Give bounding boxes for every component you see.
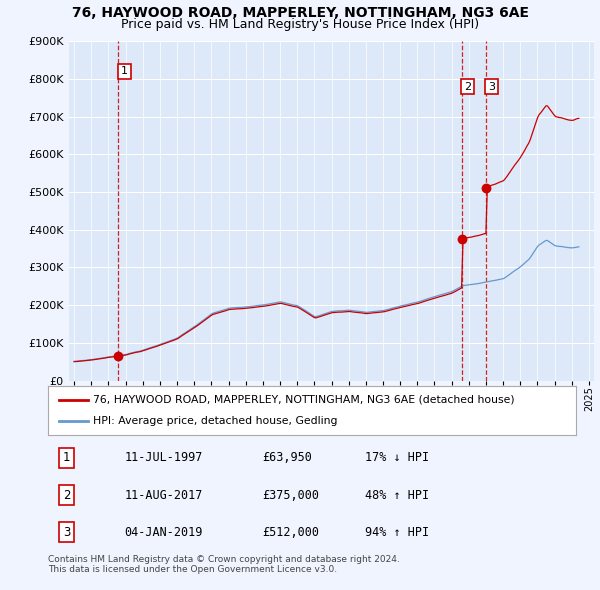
- Text: This data is licensed under the Open Government Licence v3.0.: This data is licensed under the Open Gov…: [48, 565, 337, 574]
- Point: [481, 183, 491, 192]
- Text: 1: 1: [121, 67, 128, 77]
- Text: 48% ↑ HPI: 48% ↑ HPI: [365, 489, 429, 502]
- Text: 11-AUG-2017: 11-AUG-2017: [125, 489, 203, 502]
- Text: 2: 2: [63, 489, 70, 502]
- Text: 11-JUL-1997: 11-JUL-1997: [125, 451, 203, 464]
- Text: HPI: Average price, detached house, Gedling: HPI: Average price, detached house, Gedl…: [93, 417, 337, 427]
- Text: 17% ↓ HPI: 17% ↓ HPI: [365, 451, 429, 464]
- Text: 2: 2: [464, 81, 471, 91]
- Point: [457, 234, 467, 244]
- Text: 76, HAYWOOD ROAD, MAPPERLEY, NOTTINGHAM, NG3 6AE (detached house): 76, HAYWOOD ROAD, MAPPERLEY, NOTTINGHAM,…: [93, 395, 515, 405]
- Text: £63,950: £63,950: [262, 451, 312, 464]
- Text: 3: 3: [63, 526, 70, 539]
- Text: £512,000: £512,000: [262, 526, 319, 539]
- Text: 04-JAN-2019: 04-JAN-2019: [125, 526, 203, 539]
- Text: 1: 1: [63, 451, 70, 464]
- Point: [113, 352, 122, 361]
- Text: 3: 3: [488, 81, 495, 91]
- Text: 94% ↑ HPI: 94% ↑ HPI: [365, 526, 429, 539]
- Text: 76, HAYWOOD ROAD, MAPPERLEY, NOTTINGHAM, NG3 6AE: 76, HAYWOOD ROAD, MAPPERLEY, NOTTINGHAM,…: [71, 6, 529, 20]
- Text: Price paid vs. HM Land Registry's House Price Index (HPI): Price paid vs. HM Land Registry's House …: [121, 18, 479, 31]
- Text: £375,000: £375,000: [262, 489, 319, 502]
- Text: Contains HM Land Registry data © Crown copyright and database right 2024.: Contains HM Land Registry data © Crown c…: [48, 555, 400, 563]
